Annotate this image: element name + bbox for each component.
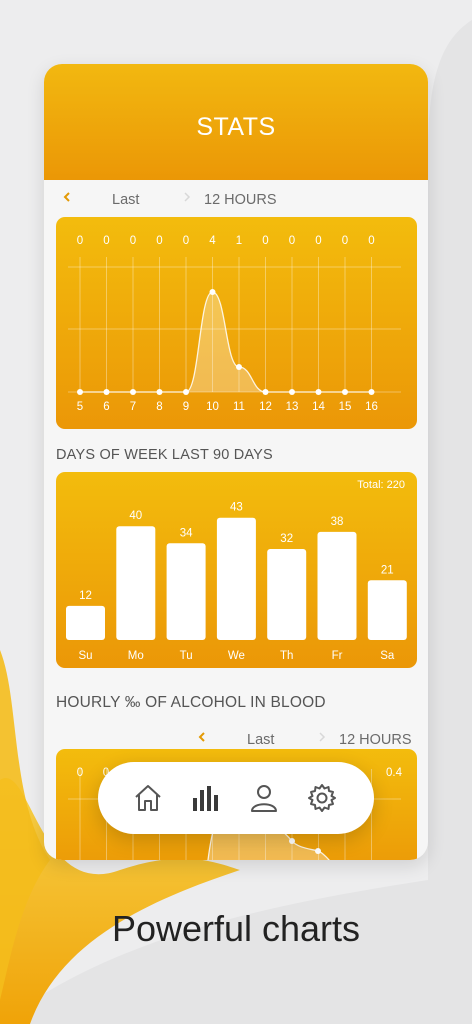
x-tick-label: Th [280,650,293,662]
bar [367,580,407,640]
data-label: 0 [77,767,83,779]
alcohol-period-nav: Last 12 HOURS [44,720,428,760]
page-title: STATS [196,112,276,141]
period-value[interactable]: 12 HOURS [339,732,412,748]
data-point [103,389,110,395]
gear-icon [308,784,336,812]
days-chart-panel: Total: 220 12 Su 40 Mo 34 Tu 43 We 32 Th 38 Fr 21 Sa [56,472,417,668]
bar [317,531,357,640]
bar-value-label: 32 [280,533,293,545]
user-icon [251,785,277,812]
chevron-right-icon[interactable] [317,732,327,742]
x-tick-label: 6 [103,401,109,413]
bar-value-label: 40 [129,510,142,522]
x-tick-label: Mo [128,650,144,662]
alcohol-title: HOURLY ‰ OF ALCOHOL IN BLOOD [56,694,326,711]
stats-header: STATS [44,64,428,180]
tab-settings[interactable] [304,780,340,816]
x-tick-label: 12 [259,401,272,413]
tab-bar [98,762,374,834]
period-nav: Last 12 HOURS [44,180,428,220]
tab-profile[interactable] [246,780,282,816]
bar [166,543,206,640]
tab-stats[interactable] [188,780,224,816]
hourly-chart-panel: 0 5 0 6 0 7 0 8 0 9 4 10 1 11 0 12 0 13 0 14 0 15 0 16 [56,217,417,429]
chevron-left-icon[interactable] [62,192,72,202]
x-tick-label: 15 [339,401,352,413]
data-label: 0.4 [386,767,403,779]
total-label: Total: 220 [357,479,405,491]
chevron-right-icon[interactable] [182,192,192,202]
x-tick-label: Sa [380,650,395,662]
x-tick-label: 5 [77,401,83,413]
bar-value-label: 21 [381,564,394,576]
x-tick-label: 11 [233,401,245,413]
period-value[interactable]: 12 HOURS [204,192,277,208]
days-of-week-title: DAYS OF WEEK LAST 90 DAYS [56,447,273,463]
x-tick-label: 8 [156,401,162,413]
bar-value-label: 38 [331,516,344,528]
data-point [262,389,269,395]
series-area [80,292,372,392]
x-tick-label: We [228,650,245,662]
bar-chart-icon [193,786,218,811]
data-point [368,389,375,395]
x-tick-label: 10 [206,401,219,413]
data-label: 4 [209,235,216,247]
bar [116,526,156,640]
bar [216,517,256,640]
x-tick-label: 16 [365,401,378,413]
data-point [236,364,242,370]
data-point [130,389,136,395]
promo-caption: Powerful charts [111,908,361,949]
x-tick-label: 9 [183,401,189,413]
data-label: 0 [262,235,268,247]
data-label: 0 [183,235,189,247]
x-tick-label: 13 [286,401,299,413]
x-tick-label: Su [78,650,92,662]
data-label: 0 [77,235,83,247]
data-label: 0 [103,235,109,247]
stats-card: STATS Last 12 HOURS 0 5 0 6 0 7 0 8 0 9 4 10 1 11 0 12 0… [44,64,428,860]
bar-value-label: 12 [79,590,92,602]
x-tick-label: Tu [180,650,193,662]
data-label: 0 [103,767,109,779]
data-point [315,848,321,854]
data-point [315,389,322,395]
home-icon [135,785,161,811]
data-point [289,838,295,844]
period-label: Last [247,732,275,748]
bar [66,605,105,640]
data-label: 0 [289,235,295,247]
data-label: 0 [130,235,136,247]
data-label: 1 [236,235,242,247]
period-label: Last [112,192,140,208]
data-label: 0 [342,235,348,247]
data-label: 0 [156,235,162,247]
x-tick-label: Fr [332,650,343,662]
data-label: 0 [368,235,374,247]
data-point [289,389,295,395]
data-label: 0 [315,235,321,247]
bar-value-label: 43 [230,502,243,514]
data-point [209,289,216,295]
chevron-left-icon[interactable] [197,732,207,742]
data-point [77,389,83,395]
data-point [156,389,163,395]
x-tick-label: 14 [312,401,325,413]
x-tick-label: 7 [130,401,136,413]
bar [267,548,307,640]
data-point [342,389,348,395]
tab-home[interactable] [130,780,166,816]
days-bar-chart: Total: 220 12 Su 40 Mo 34 Tu 43 We 32 Th 38 Fr 21 Sa [66,479,407,662]
data-point [183,389,189,395]
bar-value-label: 34 [180,527,193,539]
